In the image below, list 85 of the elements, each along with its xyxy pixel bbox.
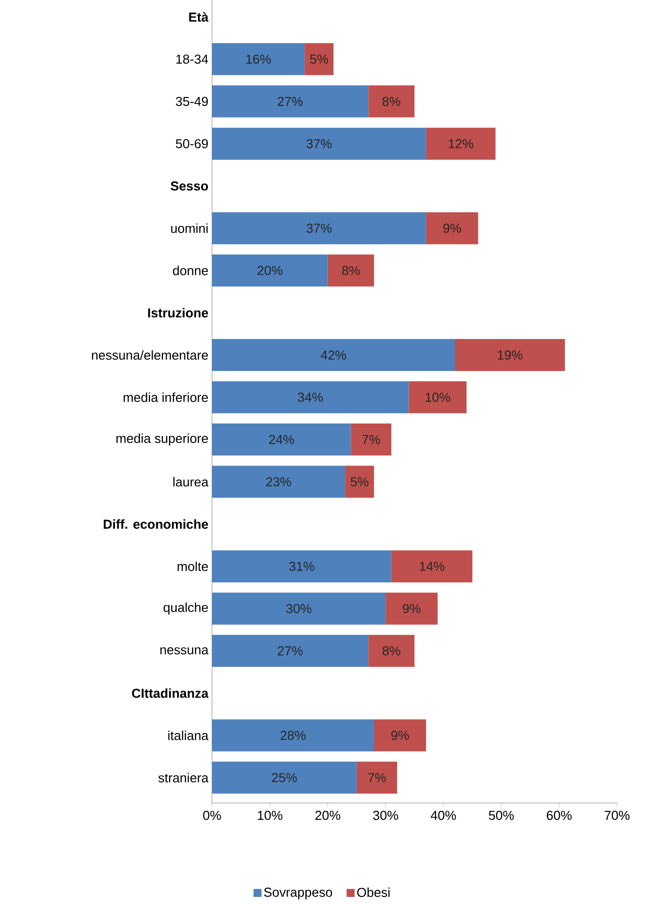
data-label: 7% — [362, 435, 380, 444]
data-label: 9% — [402, 604, 421, 614]
data-label: 37% — [306, 139, 332, 148]
data-label: 8% — [342, 266, 360, 276]
bar — [328, 254, 374, 286]
data-label: 42% — [320, 350, 346, 360]
bar — [212, 212, 426, 244]
data-label: 5% — [350, 477, 368, 486]
bar — [212, 43, 305, 76]
bar — [374, 719, 426, 752]
bar — [212, 466, 346, 498]
bar — [212, 128, 426, 160]
y-tick-label: Istruzione — [148, 308, 208, 318]
legend-label: Obesi — [357, 887, 390, 898]
bar — [350, 424, 392, 456]
x-tick-label: 50% — [488, 810, 514, 820]
x-tick-label: 0% — [203, 810, 221, 820]
y-tick-label: media superiore — [116, 433, 208, 446]
data-label: 9% — [443, 224, 462, 233]
data-label: 12% — [448, 139, 474, 148]
y-tick-label: straniera — [158, 772, 208, 782]
y-tick-label: Età — [189, 12, 209, 22]
bar — [212, 550, 392, 582]
data-label: 28% — [280, 730, 306, 740]
data-label: 9% — [391, 730, 409, 740]
x-tick-label: 30% — [373, 810, 398, 820]
data-label: 8% — [382, 646, 400, 656]
data-label: 34% — [298, 392, 323, 402]
data-label: 16% — [246, 54, 271, 64]
data-label: 14% — [420, 562, 444, 571]
data-label: 27% — [278, 96, 303, 106]
bar — [304, 43, 334, 76]
data-label: 8% — [382, 96, 400, 106]
bar — [212, 762, 357, 794]
x-tick-label: 70% — [604, 810, 630, 820]
bar — [426, 128, 496, 160]
data-label: 20% — [258, 266, 282, 276]
y-tick-label: molte — [178, 562, 208, 572]
bar — [408, 381, 467, 414]
y-tick-label: 18-34 — [176, 54, 208, 64]
legend-label: Sovrappeso — [264, 888, 332, 900]
bar — [212, 634, 368, 667]
data-label: 5% — [310, 54, 328, 64]
y-tick-label: uomini — [171, 223, 208, 233]
bar — [368, 634, 414, 667]
bar — [455, 339, 565, 372]
x-tick-label: 20% — [315, 810, 340, 820]
bar — [391, 550, 472, 582]
y-tick-label: nessuna/elementare — [92, 350, 208, 360]
bar — [212, 592, 386, 625]
y-tick-label: 50-69 — [176, 139, 208, 148]
bar — [212, 85, 368, 118]
data-label: 24% — [269, 434, 294, 444]
x-tick-label: 40% — [430, 810, 456, 820]
y-tick-label: laurea — [173, 477, 208, 487]
bar — [368, 85, 414, 118]
data-label: 31% — [289, 562, 314, 571]
data-label: 19% — [498, 350, 522, 360]
data-label: 30% — [286, 604, 312, 614]
data-label: 27% — [278, 646, 303, 656]
y-tick-label: donne — [173, 266, 208, 276]
data-label: 7% — [368, 773, 386, 782]
y-tick-label: CIttadinanza — [132, 688, 209, 698]
bar — [212, 719, 374, 752]
y-tick-label: Diff. economiche — [104, 519, 208, 529]
bar — [356, 762, 398, 794]
bar — [345, 466, 374, 498]
bar — [212, 254, 328, 286]
y-tick-label: 35-49 — [176, 96, 208, 106]
x-tick-label: 10% — [258, 810, 282, 820]
bar — [212, 339, 455, 372]
data-label: 37% — [306, 224, 332, 233]
bar — [212, 381, 409, 414]
y-tick-label: Sesso — [170, 181, 208, 191]
y-tick-label: media inferiore — [124, 392, 208, 402]
y-tick-label: qualche — [164, 602, 208, 615]
data-label: 23% — [266, 477, 292, 486]
y-tick-label: italiana — [168, 730, 208, 740]
data-label: 25% — [272, 773, 297, 782]
bar — [386, 592, 438, 625]
x-tick-label: 60% — [546, 810, 572, 820]
bar — [212, 424, 351, 456]
y-tick-label: nessuna — [160, 647, 208, 654]
data-label: 10% — [426, 392, 450, 402]
bar — [426, 212, 478, 244]
